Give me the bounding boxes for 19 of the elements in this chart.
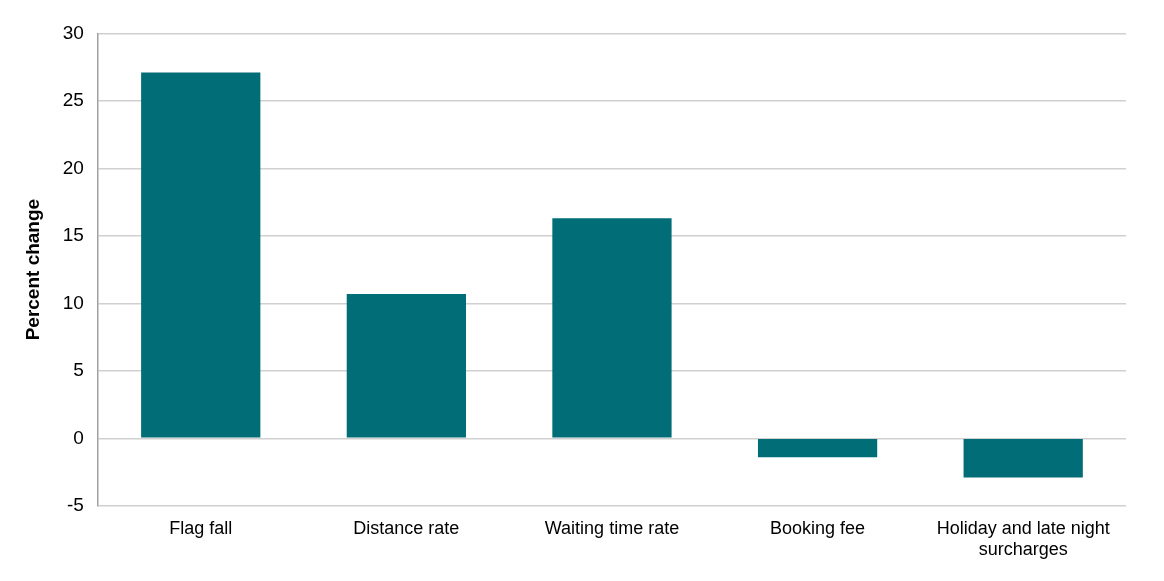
- x-tick-label: Distance rate: [353, 517, 460, 538]
- y-tick-label: 25: [62, 89, 84, 111]
- y-tick-label: 10: [62, 291, 84, 313]
- bar: [963, 439, 1083, 478]
- y-tick-label: 30: [62, 21, 84, 43]
- y-tick-label: -5: [67, 494, 84, 516]
- bar: [346, 293, 466, 438]
- bar: [552, 218, 672, 438]
- y-tick-label: 5: [73, 359, 84, 381]
- bar: [141, 72, 261, 438]
- y-tick-label: 15: [62, 224, 84, 246]
- y-tick-label: 20: [62, 156, 84, 178]
- x-tick-label: Holiday and late night surcharges: [936, 517, 1110, 560]
- y-tick-label: 0: [73, 426, 84, 448]
- x-tick-label: Waiting time rate: [544, 517, 680, 538]
- x-tick-label: Flag fall: [169, 517, 233, 538]
- x-tick-label: Booking fee: [770, 517, 866, 538]
- bar: [757, 439, 878, 458]
- y-axis-title: Percent change: [21, 198, 43, 341]
